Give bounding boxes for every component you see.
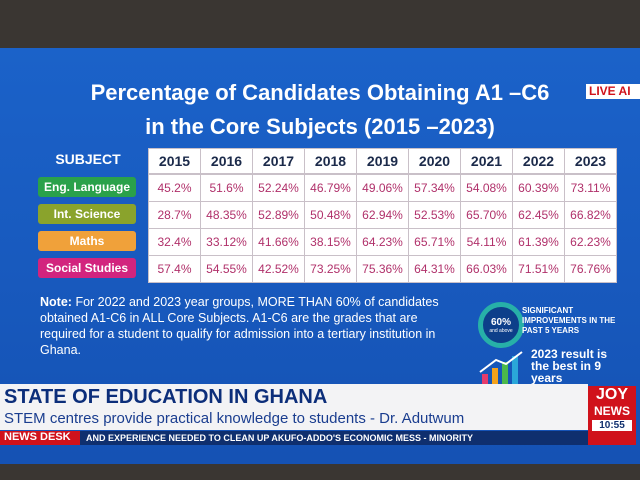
table-cell: 52.89%: [252, 201, 305, 229]
badge-value: 60%: [490, 316, 511, 328]
table-cell: 46.79%: [304, 174, 357, 202]
table-cell: 54.55%: [200, 255, 253, 283]
note-text: For 2022 and 2023 year groups, MORE THAN…: [40, 295, 439, 357]
subject-label: Social Studies: [38, 258, 136, 278]
table-cell: 66.03%: [460, 255, 513, 283]
table-cell: 65.70%: [460, 201, 513, 229]
badge-text: SIGNIFICANT IMPROVEMENTS IN THE PAST 5 Y…: [522, 306, 616, 335]
table-cell: 54.08%: [460, 174, 513, 202]
table-cell: 57.4%: [148, 255, 201, 283]
ticker: AND EXPERIENCE NEEDED TO CLEAN UP AKUFO-…: [80, 431, 588, 445]
brand-box: JOY NEWS 10:55: [588, 386, 636, 445]
year-header: 2015: [148, 148, 201, 174]
year-header: 2019: [356, 148, 409, 174]
subline: STEM centres provide practical knowledge…: [4, 410, 465, 427]
news-desk: NEWS DESK: [0, 431, 80, 445]
table-cell: 60.39%: [512, 174, 565, 202]
year-header: 2023: [564, 148, 617, 174]
table-cell: 41.66%: [252, 228, 305, 256]
brand-line: NEWS: [594, 404, 630, 418]
table-cell: 45.2%: [148, 174, 201, 202]
title-line: Percentage of Candidates Obtaining A1 –C…: [90, 80, 550, 105]
table-cell: 52.53%: [408, 201, 461, 229]
table-cell: 62.45%: [512, 201, 565, 229]
table-cell: 52.24%: [252, 174, 305, 202]
note: Note: For 2022 and 2023 year groups, MOR…: [40, 294, 460, 358]
lower-third: [0, 384, 588, 430]
table-cell: 66.82%: [564, 201, 617, 229]
headline: STATE OF EDUCATION IN GHANA: [4, 386, 328, 408]
table-cell: 54.11%: [460, 228, 513, 256]
year-header: 2017: [252, 148, 305, 174]
table-cell: 57.34%: [408, 174, 461, 202]
table-cell: 42.52%: [252, 255, 305, 283]
badge: 60% and above: [478, 302, 524, 348]
note-label: Note:: [40, 295, 72, 309]
table-cell: 62.23%: [564, 228, 617, 256]
subject-label: Int. Science: [38, 204, 136, 224]
subject-label: Maths: [38, 231, 136, 251]
year-header: 2022: [512, 148, 565, 174]
table-cell: 65.71%: [408, 228, 461, 256]
table-cell: 62.94%: [356, 201, 409, 229]
best-result: 2023 result is the best in 9 years: [531, 347, 608, 385]
year-header: 2020: [408, 148, 461, 174]
table-cell: 51.6%: [200, 174, 253, 202]
table-cell: 38.15%: [304, 228, 357, 256]
table-cell: 71.51%: [512, 255, 565, 283]
live-tag: LIVE AI: [586, 84, 640, 99]
year-header: 2018: [304, 148, 357, 174]
table-cell: 64.31%: [408, 255, 461, 283]
table-cell: 73.25%: [304, 255, 357, 283]
badge-sub: and above: [489, 327, 513, 334]
table-cell: 28.7%: [148, 201, 201, 229]
header-label: SUBJECT: [55, 151, 121, 167]
subject-label: Eng. Language: [38, 177, 136, 197]
table-cell: 76.76%: [564, 255, 617, 283]
year-header: 2016: [200, 148, 253, 174]
table-cell: 33.12%: [200, 228, 253, 256]
brand-line: JOY: [595, 386, 628, 403]
table-cell: 73.11%: [564, 174, 617, 202]
table-cell: 48.35%: [200, 201, 253, 229]
table-cell: 64.23%: [356, 228, 409, 256]
table-cell: 61.39%: [512, 228, 565, 256]
growth-icon: [479, 351, 523, 386]
table-cell: 49.06%: [356, 174, 409, 202]
table-cell: 50.48%: [304, 201, 357, 229]
clock: 10:55: [592, 420, 632, 431]
year-header: 2021: [460, 148, 513, 174]
table-cell: 75.36%: [356, 255, 409, 283]
table-cell: 32.4%: [148, 228, 201, 256]
title-line: in the Core Subjects (2015 –2023): [145, 114, 495, 139]
